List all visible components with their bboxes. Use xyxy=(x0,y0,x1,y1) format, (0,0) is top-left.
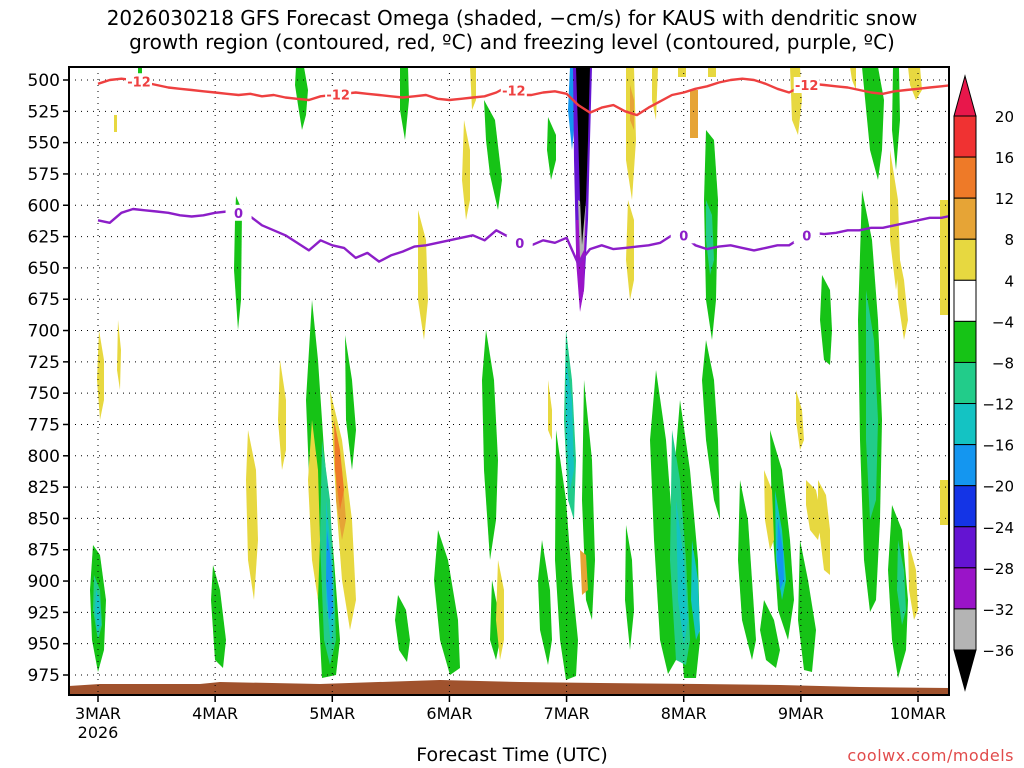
contour-label-bg xyxy=(126,73,152,90)
plot-frame xyxy=(68,66,950,696)
contour-label-bg xyxy=(325,86,352,103)
colorbar-swatch xyxy=(953,444,977,487)
x-tick-label: 10MAR xyxy=(890,704,946,723)
contour-label--12: -12 xyxy=(326,88,350,103)
colorbar-swatch xyxy=(953,608,977,651)
y-tick-label: 875 xyxy=(28,541,60,561)
y-axis: 500 525 550 575 600 625 650 675 700 725 750 775 800 8… xyxy=(28,71,69,686)
omega-shading xyxy=(69,67,949,695)
contour-label-bg xyxy=(500,82,527,99)
y-tick-label: 550 xyxy=(28,134,60,154)
contour-label-0: 0 xyxy=(234,207,243,222)
x-tick-label: 8MAR xyxy=(661,704,707,723)
colorbar-swatch xyxy=(953,156,977,199)
y-tick-label: 600 xyxy=(28,196,60,216)
colorbar-swatch xyxy=(953,279,977,322)
contour-label-bg xyxy=(225,204,252,221)
y-tick-label: 675 xyxy=(28,290,60,310)
colorbar-top-triangle xyxy=(953,74,977,117)
colorbar-swatch xyxy=(953,238,977,281)
colorbar-label: −32 xyxy=(982,601,1014,619)
chart-title: 2026030218 GFS Forecast Omega (shaded, −… xyxy=(0,6,1024,54)
y-tick-label: 975 xyxy=(28,666,60,686)
x-tick-label: 7MAR xyxy=(544,704,590,723)
colorbar-label: −24 xyxy=(982,519,1014,537)
y-tick-label: 800 xyxy=(28,447,60,467)
colorbar-label: −16 xyxy=(982,437,1014,455)
colorbar-swatch xyxy=(953,115,977,158)
x-tick-label: 5MAR xyxy=(309,704,355,723)
credit-text: coolwx.com/models xyxy=(847,746,1014,765)
title-line-2: growth region (contoured, red, ºC) and f… xyxy=(129,30,895,54)
y-tick-label: 950 xyxy=(28,635,60,655)
colorbar-swatch xyxy=(953,485,977,528)
colorbar-label: −4 xyxy=(992,313,1014,331)
title-line-1: 2026030218 GFS Forecast Omega (shaded, −… xyxy=(106,6,918,30)
contour-line--12 xyxy=(97,77,949,117)
colorbar-label: 16 xyxy=(995,149,1014,167)
x-axis-label: Forecast Time (UTC) xyxy=(416,744,608,766)
y-tick-label: 700 xyxy=(28,322,60,342)
y-tick-label: 500 xyxy=(28,71,60,91)
colorbar-bottom-triangle xyxy=(953,649,977,692)
y-tick-label: 650 xyxy=(28,259,60,279)
contour-label-bg xyxy=(793,227,820,244)
contour-label-bg xyxy=(793,77,820,94)
y-tick-label: 850 xyxy=(28,509,60,529)
colorbar-label: −12 xyxy=(982,396,1014,414)
y-tick-label: 825 xyxy=(28,478,60,498)
y-tick-label: 575 xyxy=(28,165,60,185)
x-tick-label: 6MAR xyxy=(426,704,472,723)
contour-label--12: -12 xyxy=(127,75,151,90)
colorbar-label: 20 xyxy=(995,108,1014,126)
colorbar-label: −28 xyxy=(982,560,1014,578)
y-tick-label: 900 xyxy=(28,572,60,592)
colorbar-swatch xyxy=(953,403,977,446)
colorbar-swatch xyxy=(953,361,977,405)
colorbar-label: 4 xyxy=(1004,272,1014,290)
plot-background xyxy=(69,67,949,695)
y-tick-label: 775 xyxy=(28,415,60,435)
colorbar-swatch xyxy=(953,567,977,610)
y-tick-label: 625 xyxy=(28,228,60,248)
colorbar-label: 12 xyxy=(995,190,1014,208)
x-tick-label: 4MAR xyxy=(192,704,238,723)
colorbar-label: −20 xyxy=(982,478,1014,496)
contour-label-0: 0 xyxy=(802,229,811,244)
contours: -12 -12 -12 -12 0 0 0 0 xyxy=(97,73,949,266)
contour-label-0: 0 xyxy=(515,237,524,252)
x-tick-label: 3MAR xyxy=(75,704,121,723)
contour-label--12: -12 xyxy=(502,85,526,100)
y-tick-label: 925 xyxy=(28,603,60,623)
colorbar-label: 8 xyxy=(1004,231,1014,249)
y-tick-label: 725 xyxy=(28,353,60,373)
x-tick-label: 9MAR xyxy=(778,704,824,723)
contour-label-bg xyxy=(670,227,697,244)
colorbar-swatch xyxy=(953,526,977,569)
colorbar-label: −8 xyxy=(992,354,1014,372)
contour-label-bg xyxy=(506,234,533,251)
y-tick-label: 525 xyxy=(28,102,60,122)
colorbar-swatch xyxy=(953,197,977,240)
y-tick-label: 750 xyxy=(28,384,60,404)
x-tick-sublabel: 2026 xyxy=(78,723,119,742)
contour-label--12: -12 xyxy=(795,79,819,94)
colorbar: 20 16 12 8 4 −4 −8 −12 −16 −20 −24 −28 −32 −36 xyxy=(953,74,1014,692)
colorbar-swatch xyxy=(953,320,977,363)
colorbar-label: −36 xyxy=(982,642,1014,660)
terrain xyxy=(69,680,949,695)
contour-label-0: 0 xyxy=(679,229,688,244)
